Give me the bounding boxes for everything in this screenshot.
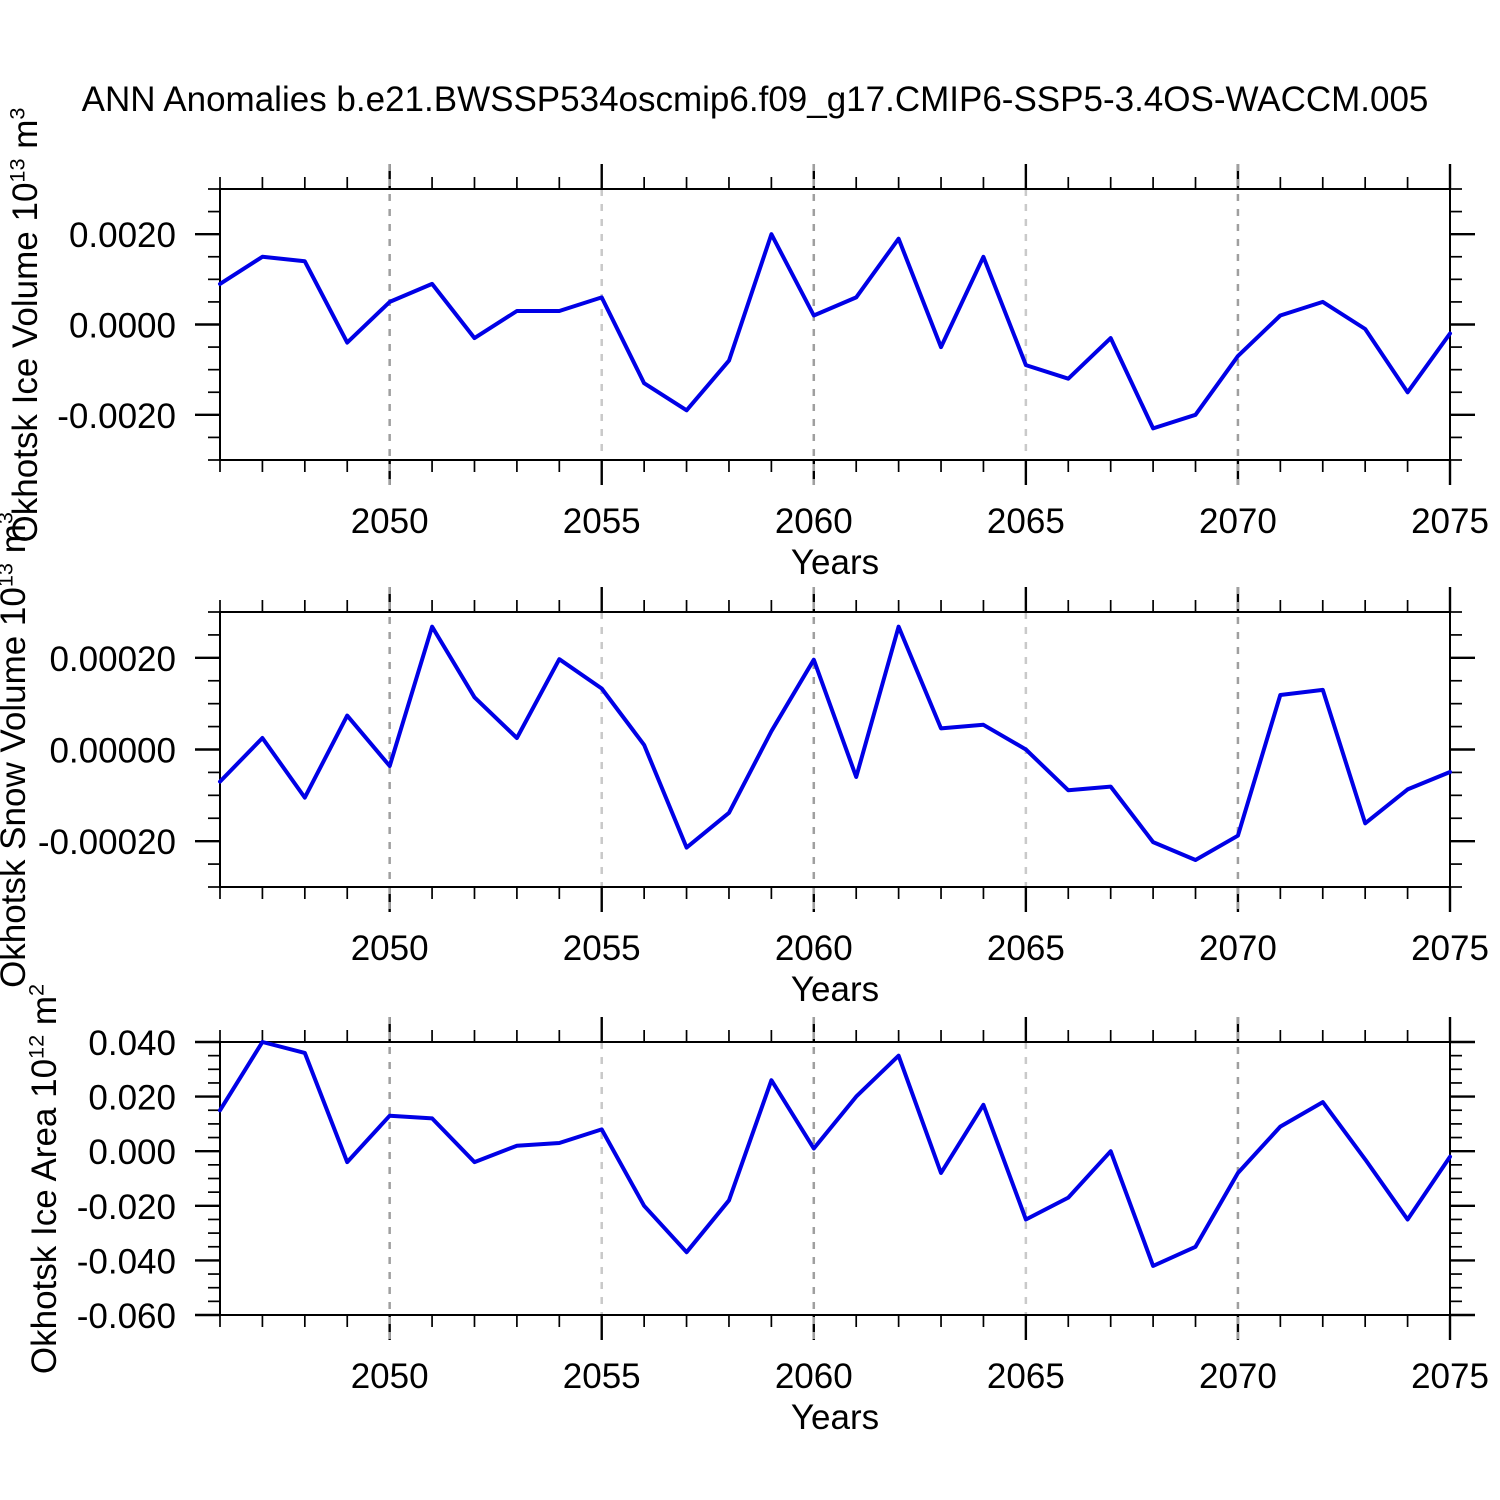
plot2-x-axis-label: Years	[790, 970, 880, 1009]
plot3-x-axis-label: Years	[790, 1398, 880, 1437]
plot1-x-tick-label: 2055	[563, 502, 641, 541]
plot2-y-tick-label: 0.00020	[49, 640, 176, 679]
okhotsk-snow-volume-line	[218, 624, 1452, 862]
plot3-frame	[219, 1041, 1451, 1316]
plot3-y-tick-label: -0.060	[77, 1297, 176, 1336]
plot2-x-tick-label: 2075	[1411, 929, 1489, 968]
plot1-y-tick-label: 0.0020	[69, 216, 176, 255]
plot2-x-tick-label: 2055	[563, 929, 641, 968]
plot3-x-tick-label: 2075	[1411, 1357, 1489, 1396]
plot1-x-tick-label: 2060	[775, 502, 853, 541]
plot1-x-tick-label: 2075	[1411, 502, 1489, 541]
plot1-x-tick-label: 2065	[987, 502, 1065, 541]
plot2-y-tick-label: -0.00020	[38, 823, 176, 862]
plot1-x-axis-label: Years	[790, 543, 880, 582]
okhotsk-ice-area-line	[218, 1040, 1452, 1268]
plot2-x-tick-label: 2070	[1199, 929, 1277, 968]
plot2-x-tick-label: 2050	[351, 929, 429, 968]
plot3-x-tick-label: 2050	[351, 1357, 429, 1396]
plot2-x-tick-label: 2060	[775, 929, 853, 968]
plot2-y-tick-label: 0.00000	[49, 732, 176, 771]
plot3-x-tick-label: 2055	[563, 1357, 641, 1396]
plot3-x-tick-label: 2065	[987, 1357, 1065, 1396]
plot3-x-tick-label: 2060	[775, 1357, 853, 1396]
plot1-y-tick-label: 0.0000	[69, 307, 176, 346]
plot3-y-tick-label: 0.040	[88, 1024, 176, 1063]
plot1-frame	[219, 188, 1451, 461]
plot3-y-tick-label: -0.020	[77, 1188, 176, 1227]
okhotsk-ice-volume-line	[218, 232, 1452, 431]
plot1-x-tick-label: 2070	[1199, 502, 1277, 541]
plot1-y-tick-label: -0.0020	[57, 397, 176, 436]
plot3-y-tick-label: 0.020	[88, 1079, 176, 1118]
plot2-x-tick-label: 2065	[987, 929, 1065, 968]
plot3-y-tick-label: -0.040	[77, 1242, 176, 1281]
plot3-x-tick-label: 2070	[1199, 1357, 1277, 1396]
plot2-frame	[219, 611, 1451, 888]
figure-title: ANN Anomalies b.e21.BWSSP534oscmip6.f09_…	[81, 80, 1429, 119]
plot3-y-tick-label: 0.000	[88, 1133, 176, 1172]
plot1-x-tick-label: 2050	[351, 502, 429, 541]
